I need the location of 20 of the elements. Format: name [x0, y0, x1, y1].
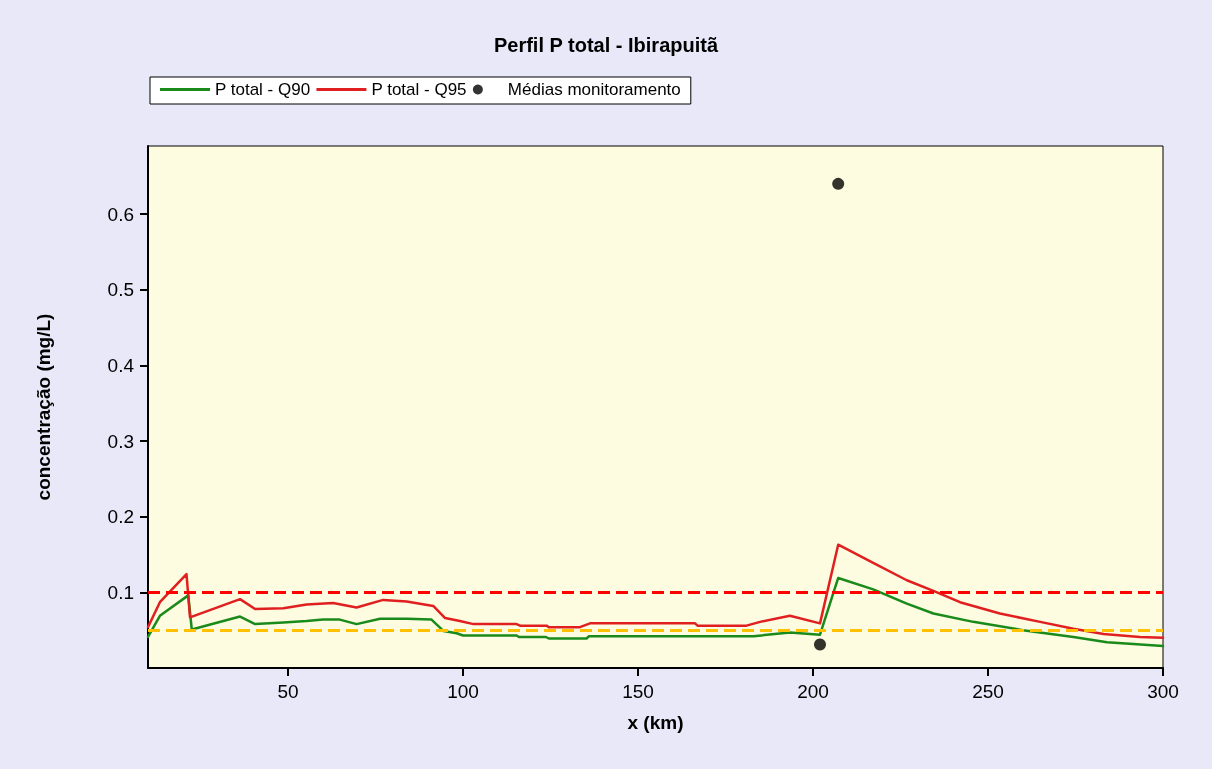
chart-title: Perfil P total - Ibirapuitã [493, 34, 719, 56]
y-tick-label: 0.5 [107, 279, 134, 301]
y-tick-label: 0.3 [107, 430, 134, 452]
line-series [146, 576, 1165, 648]
x-tick-label: 50 [277, 681, 299, 702]
line-series [146, 543, 1165, 639]
x-tick-label: 150 [622, 681, 654, 702]
legend-label: P total - Q90 [215, 80, 311, 99]
x-tick-label: 250 [972, 681, 1004, 702]
x-tick-label: 100 [447, 681, 479, 702]
x-tick-label: 200 [797, 681, 829, 702]
y-tick-label: 0.1 [107, 581, 134, 603]
y-tick-label: 0.2 [107, 506, 134, 528]
legend-label: Médias monitoramento [507, 80, 681, 99]
y-axis-title: concentração (mg/L) [33, 313, 54, 501]
x-tick-label: 300 [1147, 681, 1179, 702]
x-axis-title: x (km) [627, 712, 684, 733]
legend-label: P total - Q95 [371, 80, 467, 99]
y-tick-label: 0.4 [107, 354, 135, 376]
y-tick-label: 0.6 [107, 203, 134, 225]
